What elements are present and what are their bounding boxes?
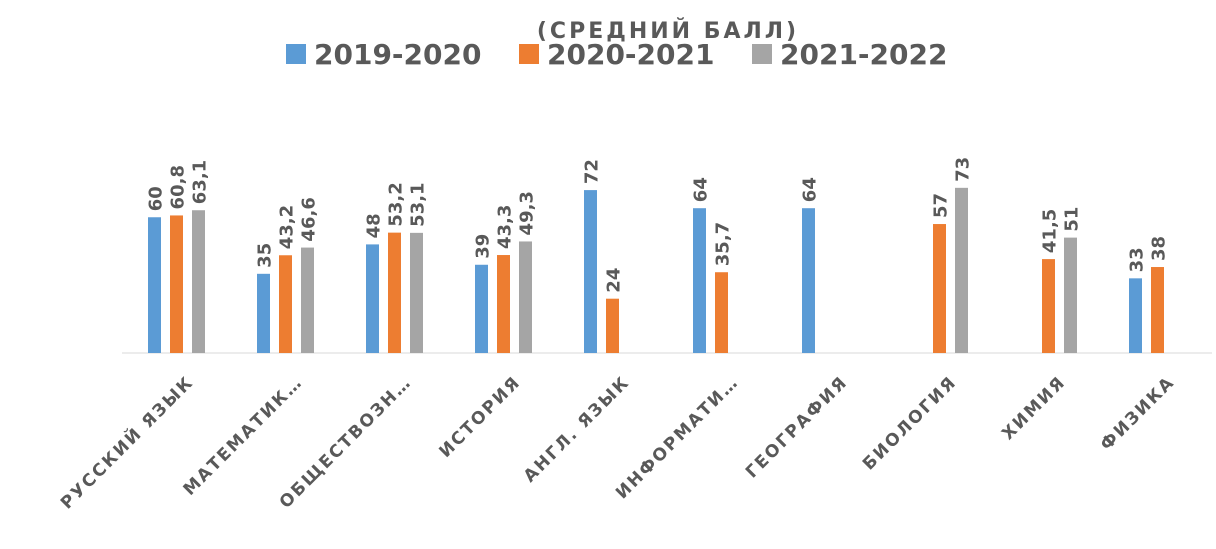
bar [519, 241, 532, 353]
chart-subtitle: (СРЕДНИЙ БАЛЛ) [537, 18, 799, 44]
bar [1129, 278, 1142, 353]
bar [606, 298, 619, 353]
data-label: 35,7 [713, 222, 734, 266]
data-label: 24 [604, 268, 625, 293]
bar [1042, 259, 1055, 353]
data-label: 53,2 [386, 182, 407, 226]
bar [802, 208, 815, 353]
data-label: 48 [364, 213, 385, 238]
data-label: 73 [953, 157, 974, 182]
data-label: 35 [255, 243, 276, 268]
data-label: 33 [1127, 247, 1148, 272]
x-tick-label: МАТЕМАТИК… [180, 372, 307, 499]
data-label: 43,2 [277, 205, 298, 249]
data-label: 51 [1062, 207, 1083, 232]
bar [192, 210, 205, 353]
data-label: 64 [691, 177, 712, 202]
legend-label: 2021-2022 [780, 38, 947, 71]
data-label: 46,6 [299, 197, 320, 241]
data-label: 72 [582, 159, 603, 184]
data-label: 60,8 [168, 165, 189, 209]
bar [715, 272, 728, 353]
data-label: 38 [1149, 236, 1170, 261]
data-label: 64 [800, 177, 821, 202]
legend-swatch [286, 44, 306, 64]
bar [475, 264, 488, 353]
bar [497, 255, 510, 353]
legend-label: 2019-2020 [314, 38, 481, 71]
x-tick-label: БИОЛОГИЯ [859, 372, 961, 474]
bar [388, 232, 401, 353]
x-tick-label: ГЕОГРАФИЯ [742, 372, 852, 482]
x-tick-label: ФИЗИКА [1097, 372, 1179, 454]
x-tick-label: ИНФОРМАТИ… [612, 372, 743, 503]
bar [170, 215, 183, 353]
bar [410, 232, 423, 353]
legend-label: 2020-2021 [547, 38, 714, 71]
bar [1151, 267, 1164, 353]
bar [955, 187, 968, 353]
data-label: 63,1 [190, 160, 211, 204]
legend-swatch [752, 44, 772, 64]
bar [693, 208, 706, 353]
data-label: 41,5 [1040, 209, 1061, 253]
x-tick-label: РУССКИЙ ЯЗЫК [56, 371, 198, 513]
x-tick-label: АНГЛ. ЯЗЫК [520, 372, 634, 486]
bar [584, 190, 597, 353]
bar [933, 224, 946, 353]
data-label: 53,1 [408, 182, 429, 226]
bar [301, 247, 314, 353]
data-label: 60 [146, 186, 167, 211]
bar [148, 217, 161, 353]
bar [257, 273, 270, 353]
data-label: 49,3 [517, 191, 538, 235]
data-label: 57 [931, 193, 952, 218]
data-label: 39 [473, 234, 494, 259]
data-label: 43,3 [495, 205, 516, 249]
bar [366, 244, 379, 353]
x-tick-label: ИСТОРИЯ [436, 372, 525, 461]
bar [279, 255, 292, 353]
legend-swatch [519, 44, 539, 64]
x-tick-label: ХИМИЯ [998, 372, 1070, 444]
bar [1064, 237, 1077, 353]
